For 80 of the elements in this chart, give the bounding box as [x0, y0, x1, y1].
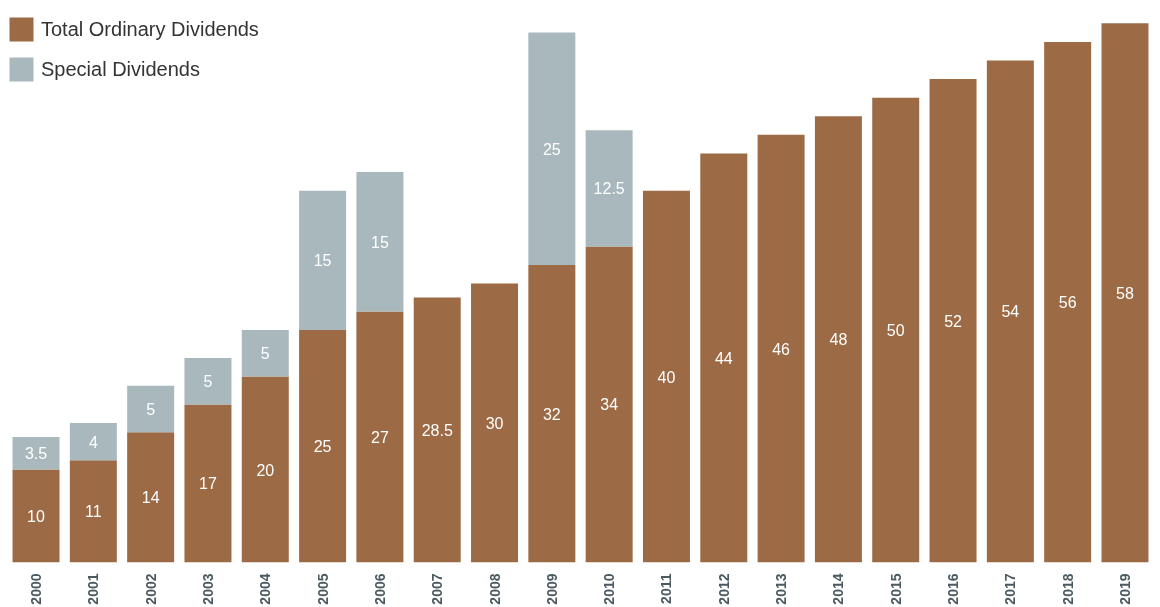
- x-tick-label: 2012: [715, 573, 732, 605]
- data-label: 56: [1058, 294, 1077, 312]
- bar: [929, 79, 977, 563]
- data-label: 5: [203, 373, 213, 391]
- bar: [413, 297, 461, 563]
- bar: [1101, 23, 1149, 563]
- bar: [356, 311, 404, 563]
- data-label: 15: [313, 252, 332, 270]
- data-label: 4: [88, 433, 98, 451]
- data-label: 30: [485, 415, 504, 433]
- x-tick-label: 2007: [429, 573, 446, 605]
- bar: [528, 32, 576, 265]
- x-tick-label: 2013: [773, 573, 790, 605]
- bar: [757, 134, 805, 563]
- x-tick-label: 2014: [830, 573, 847, 605]
- bar: [69, 423, 117, 461]
- data-label: 3.5: [24, 445, 48, 463]
- bar: [700, 153, 748, 563]
- bar: [528, 265, 576, 563]
- x-tick-label: 2006: [371, 573, 388, 605]
- data-label: 5: [146, 401, 156, 419]
- x-tick-label: 2011: [658, 573, 675, 604]
- x-tick-label: 2018: [1059, 573, 1076, 605]
- data-label: 54: [1001, 303, 1020, 321]
- data-label: 58: [1116, 284, 1134, 302]
- data-label: 14: [141, 489, 160, 507]
- data-label: 40: [657, 368, 676, 386]
- bar: [241, 376, 289, 563]
- data-label: 28.5: [421, 422, 453, 440]
- data-label: 15: [371, 233, 389, 251]
- x-tick-label: 2017: [1002, 573, 1019, 605]
- bar: [299, 330, 347, 563]
- bar: [69, 460, 117, 563]
- bar: [1044, 41, 1092, 563]
- data-label: 27: [371, 428, 389, 446]
- bar: [585, 246, 633, 563]
- data-label: 5: [260, 345, 270, 363]
- x-tick-label: 2003: [199, 573, 216, 605]
- bar: [356, 172, 404, 312]
- data-label: 46: [772, 340, 791, 358]
- x-tick-label: 2000: [28, 573, 45, 605]
- data-label: 11: [85, 503, 102, 521]
- x-tick-label: 2001: [85, 573, 102, 605]
- x-tick-label: 2009: [543, 573, 560, 605]
- bar: [12, 436, 60, 470]
- x-tick-label: 2016: [945, 573, 962, 605]
- data-label: 10: [27, 508, 46, 526]
- legend-label: Total Ordinary Dividends: [41, 17, 259, 41]
- x-tick-label: 2008: [486, 573, 503, 605]
- bar: [184, 357, 232, 405]
- data-label: 17: [199, 475, 217, 493]
- bar: [814, 116, 862, 563]
- data-label: 48: [829, 331, 848, 349]
- bar: [184, 404, 232, 563]
- data-label: 44: [714, 349, 733, 367]
- bar: [241, 330, 289, 377]
- data-label: 25: [313, 438, 332, 456]
- x-tick-label: 2004: [257, 573, 274, 605]
- data-label: 20: [256, 461, 275, 479]
- bar: [127, 432, 175, 563]
- data-label: 25: [542, 140, 561, 158]
- data-label: 34: [600, 396, 619, 414]
- x-tick-label: 2005: [314, 573, 331, 605]
- legend-label: Special Dividends: [41, 57, 200, 81]
- x-tick-label: 2002: [142, 573, 159, 605]
- bar: [585, 130, 633, 247]
- data-label: 12.5: [593, 180, 625, 198]
- bar: [986, 60, 1034, 563]
- bar: [471, 283, 519, 563]
- bar: [299, 190, 347, 331]
- x-tick-label: 2015: [887, 573, 904, 605]
- x-tick-label: 2019: [1116, 573, 1133, 605]
- x-tick-label: 2010: [601, 573, 618, 605]
- data-label: 52: [944, 312, 963, 330]
- bar: [12, 469, 60, 563]
- data-label: 32: [542, 405, 561, 423]
- bar: [127, 385, 175, 433]
- bar: [872, 97, 920, 563]
- data-label: 50: [886, 322, 905, 340]
- bar: [642, 190, 690, 563]
